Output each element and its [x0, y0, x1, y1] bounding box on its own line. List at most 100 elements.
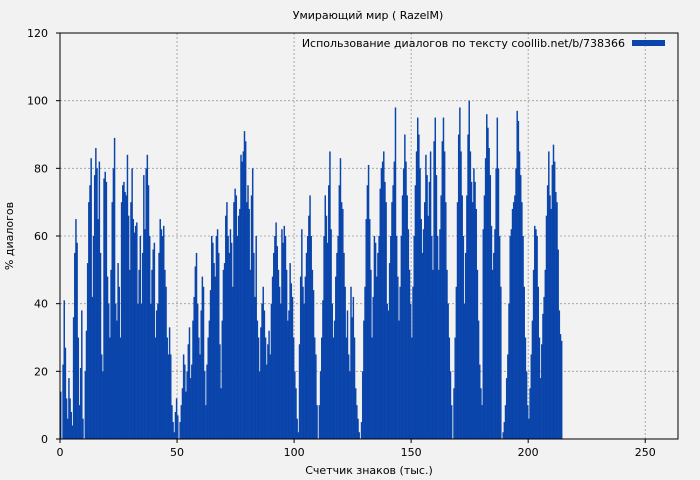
bar [273, 252, 275, 439]
bar [123, 181, 125, 439]
bar [153, 242, 156, 439]
bar [109, 337, 111, 439]
bar [105, 181, 108, 439]
bar [182, 354, 185, 439]
bar [483, 195, 486, 439]
bar [321, 337, 323, 439]
bar [158, 252, 160, 439]
bar [281, 229, 283, 439]
bar [151, 269, 153, 439]
bar [338, 185, 341, 439]
bar [504, 405, 507, 439]
bar [342, 208, 344, 439]
bar [428, 181, 431, 439]
bar [395, 236, 398, 439]
bar [247, 185, 249, 439]
bar [256, 320, 259, 439]
bar [507, 354, 509, 439]
bar [160, 229, 163, 439]
bar [481, 405, 483, 439]
bar [311, 269, 314, 439]
bar [174, 411, 177, 439]
bar [434, 117, 437, 439]
bar [154, 337, 157, 439]
bar [325, 215, 328, 439]
bar [110, 269, 112, 439]
bar [225, 215, 227, 439]
bar [521, 202, 523, 439]
bar [525, 371, 528, 439]
bar [363, 320, 365, 439]
bar [98, 161, 101, 440]
bar [251, 168, 254, 440]
bar [301, 229, 303, 439]
bar [367, 164, 370, 439]
bar [312, 290, 315, 439]
bar [418, 134, 420, 439]
bar [193, 296, 195, 439]
bar [522, 236, 524, 439]
bar [464, 252, 467, 439]
plot-area: 0 50 100 150 200 250 0 20 40 60 80 100 120 [27, 27, 679, 459]
y-tick-label: 60 [34, 230, 48, 243]
bar [218, 252, 220, 439]
bar [352, 296, 355, 439]
bar-series [60, 100, 563, 440]
bar [260, 327, 262, 439]
bar [518, 151, 521, 439]
bar [420, 219, 422, 439]
bar [415, 151, 418, 439]
bar [222, 269, 225, 439]
bar [206, 364, 208, 439]
bar [468, 100, 470, 440]
bar [261, 303, 263, 439]
bar [107, 303, 110, 439]
bar [429, 151, 432, 439]
bar [157, 303, 159, 439]
bar [291, 296, 294, 439]
bar [323, 236, 325, 439]
bar [454, 337, 456, 439]
bar [378, 236, 380, 439]
bar [435, 175, 438, 439]
bar [79, 367, 82, 439]
bar [460, 151, 462, 439]
bar [371, 337, 373, 439]
bar [372, 296, 374, 439]
bar [212, 242, 214, 439]
bar [463, 303, 466, 439]
bar [111, 202, 113, 439]
bar [250, 195, 253, 439]
bar [253, 252, 255, 439]
bar [345, 337, 348, 439]
bar [408, 269, 411, 439]
bar [332, 337, 335, 439]
bar [376, 276, 378, 439]
bar [298, 344, 301, 439]
bar [514, 195, 516, 439]
bar [475, 208, 477, 439]
bar [438, 269, 440, 439]
bar [96, 168, 98, 440]
bar [516, 110, 518, 440]
bar [416, 117, 419, 439]
bar [112, 168, 115, 440]
bar [257, 337, 260, 439]
bar [258, 371, 261, 439]
bar [374, 242, 377, 439]
x-tick-label: 250 [635, 446, 656, 459]
bar [453, 388, 455, 439]
bar [560, 340, 563, 439]
bar [91, 296, 94, 439]
bar [155, 310, 158, 439]
bar [148, 236, 151, 439]
bar [207, 337, 209, 439]
bar [62, 364, 64, 439]
bar [283, 225, 286, 439]
bar [271, 276, 274, 439]
bar [310, 236, 312, 439]
bar [404, 134, 406, 439]
bar [215, 236, 218, 439]
bar [384, 181, 386, 439]
bar [402, 168, 405, 440]
